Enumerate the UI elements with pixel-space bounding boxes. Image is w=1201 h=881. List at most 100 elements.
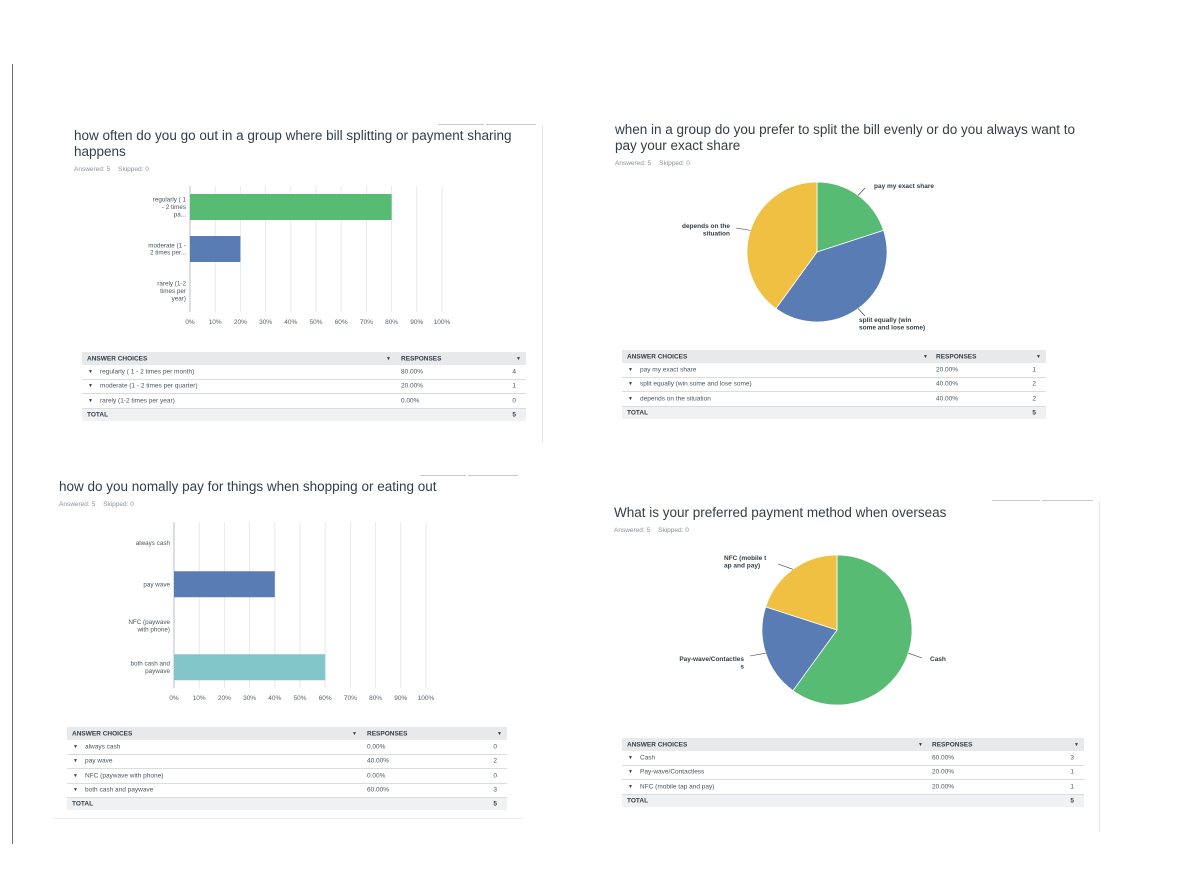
q2-table-header: ANSWER CHOICES ▼ RESPONSES ▼ [622, 350, 1046, 363]
q3-answered: Answered: 5 [59, 501, 96, 508]
q2-leader-line [857, 187, 866, 196]
q4-tab-marks [992, 500, 1093, 501]
q2-row-percent: 40.00% [936, 395, 959, 403]
q4-expand-row-icon[interactable]: ▼ [628, 783, 633, 790]
q3-header-answer-choices: ANSWER CHOICES [72, 730, 133, 737]
q4-row-count: 1 [1070, 783, 1074, 791]
q1-table-header: ANSWER CHOICES ▼ RESPONSES ▼ [82, 352, 526, 365]
q1-x-tick-label: 60% [335, 319, 348, 326]
q3-x-tick-label: 80% [369, 695, 382, 702]
q1-sort-responses-icon[interactable]: ▼ [516, 355, 521, 362]
q4-meta: Answered: 5 Skipped: 0 [614, 527, 1074, 534]
q3-row-count: 3 [493, 786, 497, 794]
q1-x-tick-label: 20% [234, 319, 247, 326]
q2-meta: Answered: 5 Skipped: 0 [615, 160, 1075, 167]
q4-row-count: 1 [1070, 768, 1074, 776]
q3-header-responses: RESPONSES [367, 730, 408, 737]
q1-row-choice: regularly ( 1 - 2 times per month) [100, 368, 195, 376]
q3-meta: Answered: 5 Skipped: 0 [59, 501, 519, 508]
q1-row-choice: moderate (1 - 2 times per quarter) [100, 382, 198, 390]
q4-table: ANSWER CHOICES ▼ RESPONSES ▼ ▼ Cash 60.00% 3 ▼ Pa… [622, 738, 1084, 807]
q2-slice [746, 181, 818, 310]
q1-total-label: TOTAL [87, 411, 109, 418]
q4-divider [1099, 502, 1100, 832]
q4-row-percent: 20.00% [932, 783, 955, 791]
q3-table: ANSWER CHOICES ▼ RESPONSES ▼ ▼ always cash 0.0… [67, 727, 507, 810]
q3-bar [174, 654, 326, 681]
q2-header-responses: RESPONSES [936, 353, 977, 360]
q3-category-label: NFC (paywave with phone) [128, 619, 170, 633]
page-left-border [12, 64, 13, 844]
q3-bar-chart: 0% 10% 20% 30% 40% 50% 60% 70% 80% 90% 100% always … [128, 522, 435, 702]
q2-slice-label: pay my exact share [874, 183, 934, 190]
q4-slice-label: Pay-wave/Contactles s [679, 656, 744, 671]
q2-row-choice: depends on the situation [640, 395, 711, 403]
q1-expand-row-icon[interactable]: ▼ [88, 383, 93, 390]
q4-table-row: ▼ Cash 60.00% 3 [622, 751, 1084, 766]
q2-sort-responses-icon[interactable]: ▼ [1036, 353, 1041, 360]
q2-expand-row-icon[interactable]: ▼ [628, 366, 633, 373]
q4-leader-line [749, 652, 766, 657]
q3-sort-responses-icon[interactable]: ▼ [497, 730, 502, 737]
q1-total-count: 5 [512, 411, 516, 418]
q1-expand-row-icon[interactable]: ▼ [88, 368, 93, 375]
q1-tab-marks [438, 124, 536, 125]
q1-table-row: ▼ moderate (1 - 2 times per quarter) 20.00… [82, 380, 526, 394]
q3-category-label: always cash [136, 540, 171, 547]
q4-slice-label: NFC (mobile t ap and pay) [724, 555, 767, 570]
q2-table: ANSWER CHOICES ▼ RESPONSES ▼ ▼ pay my exact s… [622, 350, 1046, 419]
q1-category-label: moderate (1 -2 times per... [148, 242, 186, 256]
q2-expand-row-icon[interactable]: ▼ [628, 395, 633, 402]
q2-row-count: 2 [1032, 380, 1036, 388]
q3-sort-choices-icon[interactable]: ▼ [352, 730, 357, 737]
q3-total-count: 5 [493, 800, 497, 808]
q3-x-tick-label: 70% [344, 695, 357, 702]
q3-x-tick-label: 10% [193, 695, 206, 702]
q3-row-percent: 60.00% [367, 786, 390, 794]
q1-table-total: TOTAL 5 [82, 408, 526, 421]
q4-header: What is your preferred payment method wh… [614, 505, 1074, 534]
q1-x-tick-label: 70% [360, 319, 373, 326]
q2-slice-label: split equally (win some and lose some) [859, 317, 925, 332]
q3-expand-row-icon[interactable]: ▼ [73, 772, 78, 779]
q3-header: how do you nomally pay for things when s… [59, 479, 519, 508]
q4-row-choice: Cash [640, 754, 656, 762]
q1-sort-choices-icon[interactable]: ▼ [386, 355, 391, 362]
q2-row-choice: pay my exact share [640, 366, 697, 374]
q3-x-tick-label: 100% [418, 695, 435, 702]
q2-skipped: Skipped: 0 [659, 160, 690, 167]
q4-pie-chart: Cash Pay-wave/Contactles s NFC (mobile t ap … [679, 554, 946, 706]
q2-row-percent: 40.00% [936, 380, 959, 388]
q3-x-tick-label: 30% [243, 695, 256, 702]
q1-x-tick-label: 40% [284, 319, 297, 326]
q2-header-answer-choices: ANSWER CHOICES [627, 353, 688, 360]
q3-row-count: 2 [493, 757, 497, 765]
q3-row-choice: pay wave [85, 757, 113, 765]
q3-row-count: 0 [493, 772, 497, 780]
q4-slice-label: Cash [930, 656, 946, 663]
q2-header: when in a group do you prefer to split t… [615, 122, 1075, 167]
q2-leader-line [735, 227, 751, 231]
q4-expand-row-icon[interactable]: ▼ [628, 769, 633, 776]
q3-row-choice: always cash [85, 743, 121, 751]
q2-sort-choices-icon[interactable]: ▼ [923, 353, 928, 360]
q1-row-count: 1 [512, 382, 516, 390]
q2-table-row: ▼ pay my exact share 20.00% 1 [622, 363, 1046, 378]
q3-expand-row-icon[interactable]: ▼ [73, 758, 78, 765]
q3-table-row: ▼ both cash and paywave 60.00% 3 [67, 784, 507, 798]
q4-header-responses: RESPONSES [932, 741, 973, 748]
q1-table-row: ▼ rarely (1-2 times per year) 0.00% 0 [82, 394, 526, 409]
q1-expand-row-icon[interactable]: ▼ [88, 397, 93, 404]
q4-sort-responses-icon[interactable]: ▼ [1074, 741, 1079, 748]
q1-row-percent: 20.00% [401, 382, 424, 390]
q4-sort-choices-icon[interactable]: ▼ [918, 741, 923, 748]
q3-expand-row-icon[interactable]: ▼ [73, 743, 78, 750]
q4-skipped: Skipped: 0 [658, 527, 689, 534]
q3-x-tick-label: 0% [169, 695, 179, 702]
q3-x-tick-label: 50% [293, 695, 306, 702]
q3-expand-row-icon[interactable]: ▼ [73, 787, 78, 794]
q1-x-tick-label: 100% [434, 319, 451, 326]
q4-expand-row-icon[interactable]: ▼ [628, 754, 633, 761]
q2-expand-row-icon[interactable]: ▼ [628, 381, 633, 388]
q4-row-count: 3 [1070, 754, 1074, 762]
